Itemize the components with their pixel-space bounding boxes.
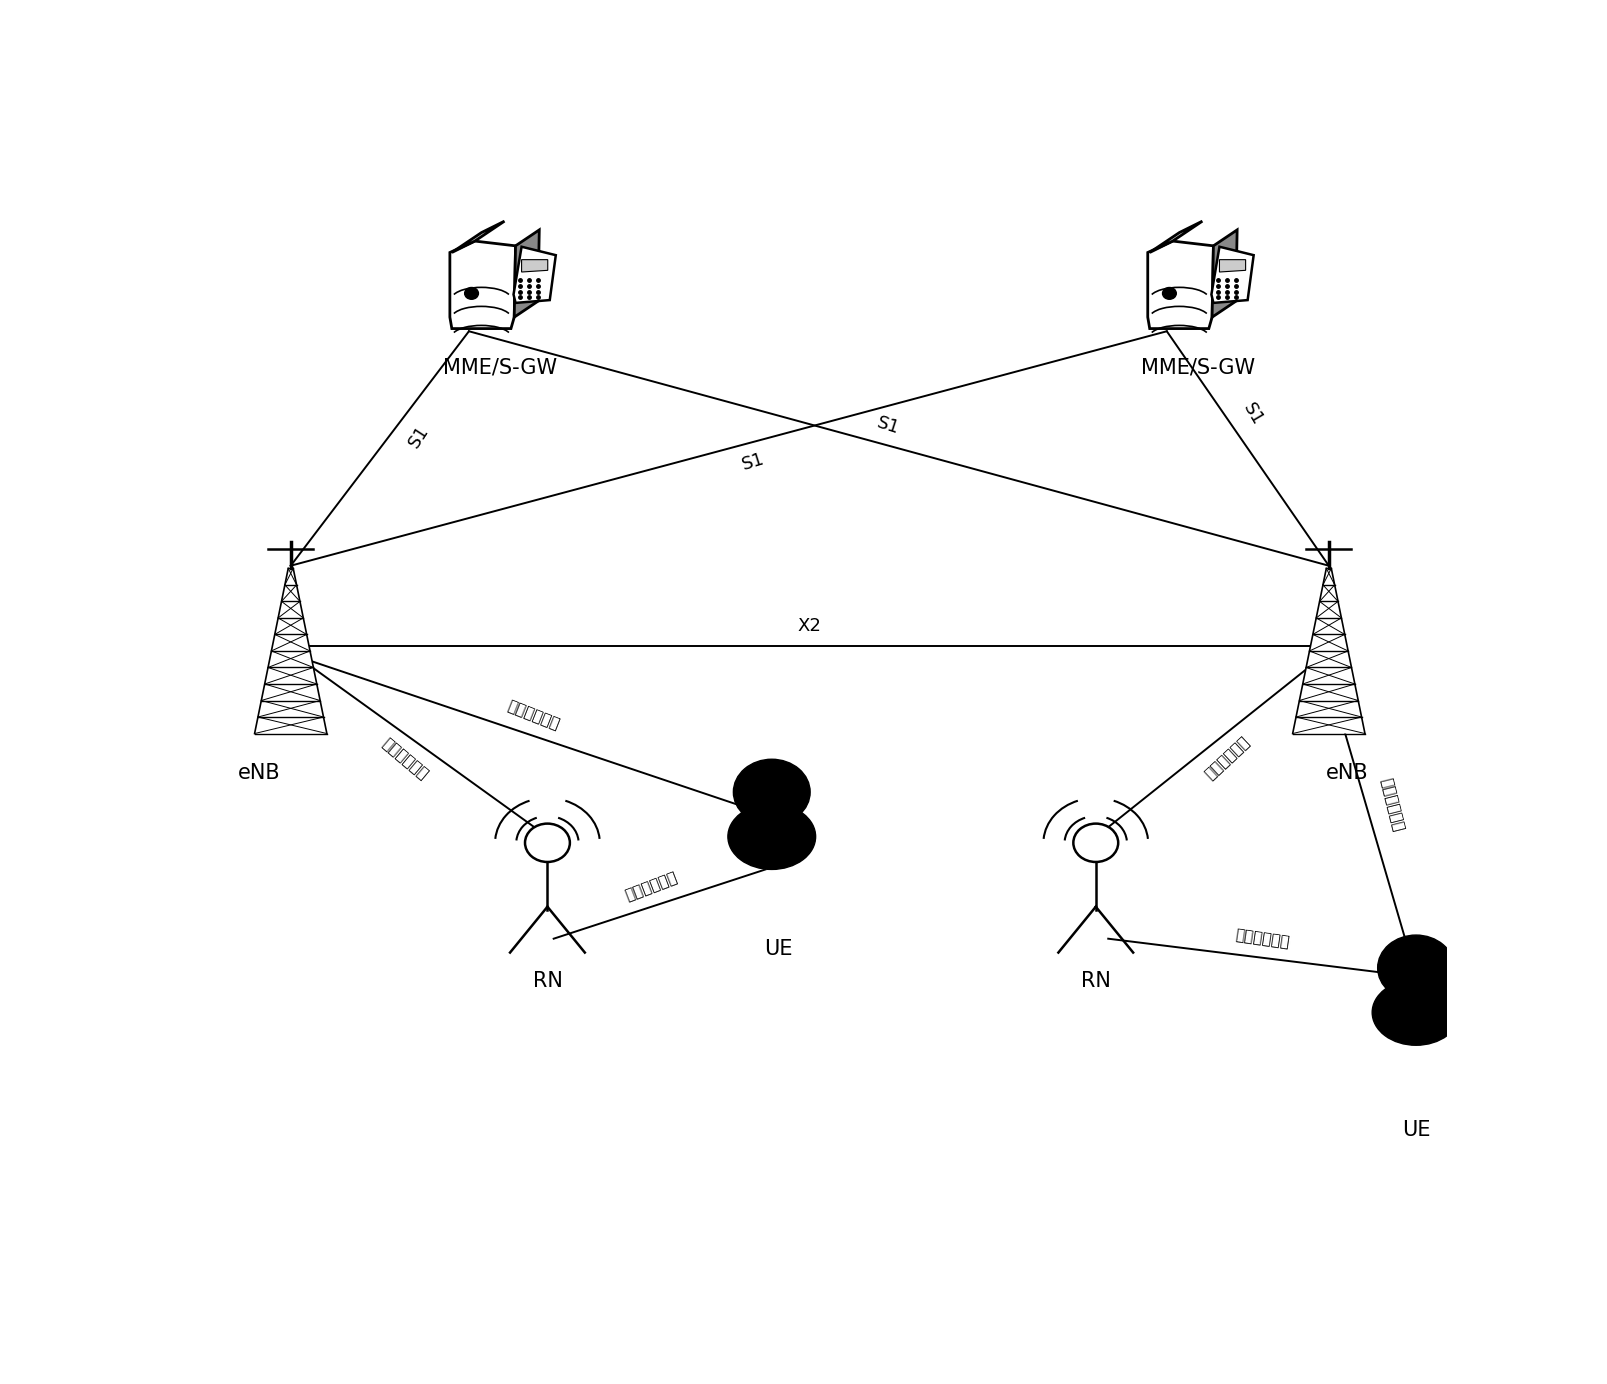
Text: UE: UE bbox=[1401, 1120, 1429, 1140]
Circle shape bbox=[524, 823, 569, 862]
Polygon shape bbox=[450, 241, 516, 328]
Circle shape bbox=[464, 288, 479, 299]
Ellipse shape bbox=[728, 804, 815, 869]
Polygon shape bbox=[1212, 230, 1236, 317]
Text: S1: S1 bbox=[874, 414, 902, 437]
Polygon shape bbox=[1292, 569, 1364, 734]
Circle shape bbox=[733, 760, 810, 825]
Circle shape bbox=[1073, 823, 1117, 862]
Polygon shape bbox=[1147, 241, 1213, 328]
Polygon shape bbox=[1210, 246, 1253, 303]
Text: MME/S-GW: MME/S-GW bbox=[1141, 358, 1253, 378]
Polygon shape bbox=[1149, 221, 1202, 252]
Polygon shape bbox=[1218, 260, 1245, 273]
Text: 高频载波信道: 高频载波信道 bbox=[1202, 734, 1252, 782]
Text: RN: RN bbox=[532, 970, 562, 991]
Text: eNB: eNB bbox=[1326, 763, 1368, 783]
Circle shape bbox=[1377, 936, 1453, 1001]
Circle shape bbox=[1162, 288, 1176, 299]
Text: UE: UE bbox=[763, 938, 792, 959]
Text: 高频载波信道: 高频载波信道 bbox=[1233, 927, 1289, 949]
Polygon shape bbox=[514, 230, 538, 317]
Polygon shape bbox=[513, 246, 556, 303]
Polygon shape bbox=[521, 260, 548, 273]
Text: S1: S1 bbox=[1239, 400, 1266, 429]
Text: S1: S1 bbox=[739, 450, 767, 475]
Text: 高频载波信道: 高频载波信道 bbox=[379, 735, 431, 782]
Text: MME/S-GW: MME/S-GW bbox=[444, 358, 556, 378]
Text: eNB: eNB bbox=[238, 763, 281, 783]
Polygon shape bbox=[254, 569, 326, 734]
Ellipse shape bbox=[1371, 980, 1459, 1045]
Text: 低频载波信道: 低频载波信道 bbox=[505, 698, 561, 732]
Polygon shape bbox=[452, 221, 505, 252]
Text: RN: RN bbox=[1080, 970, 1110, 991]
Text: 低频载波信道: 低频载波信道 bbox=[1377, 776, 1405, 833]
Text: 高频载波信道: 高频载波信道 bbox=[624, 869, 680, 902]
Text: X2: X2 bbox=[797, 617, 821, 635]
Text: S1: S1 bbox=[405, 422, 432, 451]
